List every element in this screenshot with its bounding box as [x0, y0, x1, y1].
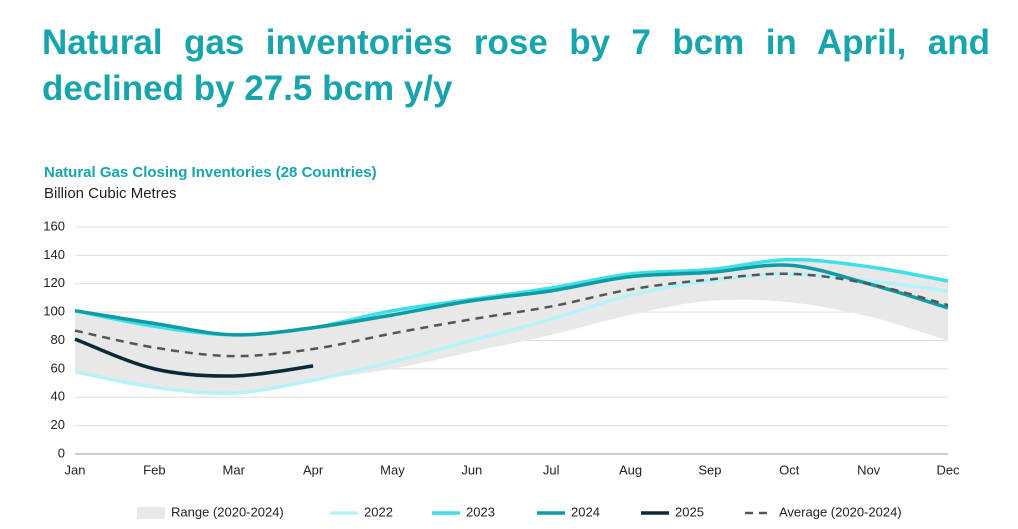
legend-label: 2023 [466, 504, 495, 519]
series-line [74, 272, 949, 358]
range-band [75, 259, 948, 394]
legend-label: 2024 [571, 504, 600, 519]
x-tick-label: Sep [698, 462, 721, 477]
legend-label: 2025 [675, 504, 704, 519]
x-tick-label: Jul [543, 462, 560, 477]
y-axis-label: Billion Cubic Metres [44, 185, 177, 202]
y-tick-label: 80 [51, 332, 65, 347]
legend-label: Range (2020-2024) [171, 504, 284, 519]
legend-swatch [137, 507, 165, 519]
legend-label: Average (2020-2024) [779, 504, 902, 519]
y-tick-label: 100 [43, 304, 65, 319]
y-tick-label: 120 [43, 275, 65, 290]
legend-label: 2022 [364, 504, 393, 519]
x-tick-label: Jun [461, 462, 482, 477]
x-tick-label: Feb [143, 462, 165, 477]
y-tick-label: 160 [43, 218, 65, 233]
x-tick-label: Dec [936, 462, 960, 477]
x-tick-label: Jan [65, 462, 86, 477]
x-tick-label: May [380, 462, 405, 477]
y-tick-label: 0 [58, 445, 65, 460]
x-tick-label: Nov [857, 462, 881, 477]
page-title: Natural gas inventories rose by 7 bcm in… [42, 23, 990, 108]
y-tick-label: 40 [51, 389, 65, 404]
y-tick-label: 60 [51, 360, 65, 375]
chart-subtitle: Natural Gas Closing Inventories (28 Coun… [44, 164, 377, 181]
series-line [74, 272, 949, 395]
y-tick-label: 20 [51, 417, 65, 432]
y-tick-label: 140 [43, 247, 65, 262]
x-tick-label: Apr [303, 462, 324, 477]
x-tick-label: Mar [223, 462, 246, 477]
series-line [74, 337, 314, 378]
x-tick-label: Oct [779, 462, 800, 477]
x-tick-label: Aug [619, 462, 642, 477]
series-line [74, 263, 949, 337]
